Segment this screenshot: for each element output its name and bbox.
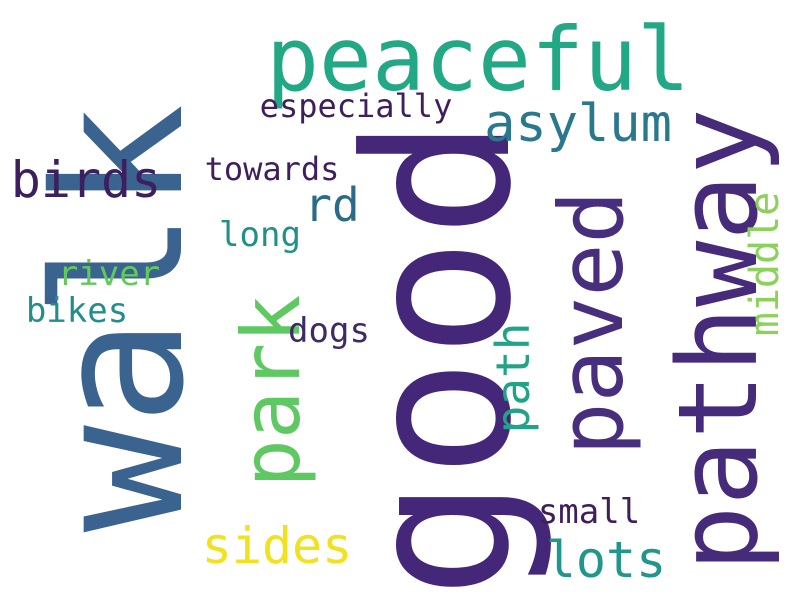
word-birds: birds [10, 151, 162, 209]
word-peaceful: peaceful [266, 8, 690, 111]
word-middle: middle [742, 191, 788, 337]
word-bikes: bikes [25, 291, 129, 331]
word-small: small [537, 492, 641, 532]
word-towards: towards [204, 150, 340, 188]
word-especially: especially [259, 87, 453, 125]
word-rd: rd [304, 178, 360, 232]
word-path: path [486, 322, 540, 434]
word-paved: paved [540, 190, 643, 456]
word-pathway: pathway [654, 108, 782, 572]
word-long: long [219, 215, 301, 255]
word-dogs: dogs [288, 311, 370, 351]
word-asylum: asylum [484, 94, 672, 154]
word-lots: lots [545, 531, 667, 589]
word-river: river [57, 254, 161, 294]
word-sides: sides [201, 517, 353, 575]
